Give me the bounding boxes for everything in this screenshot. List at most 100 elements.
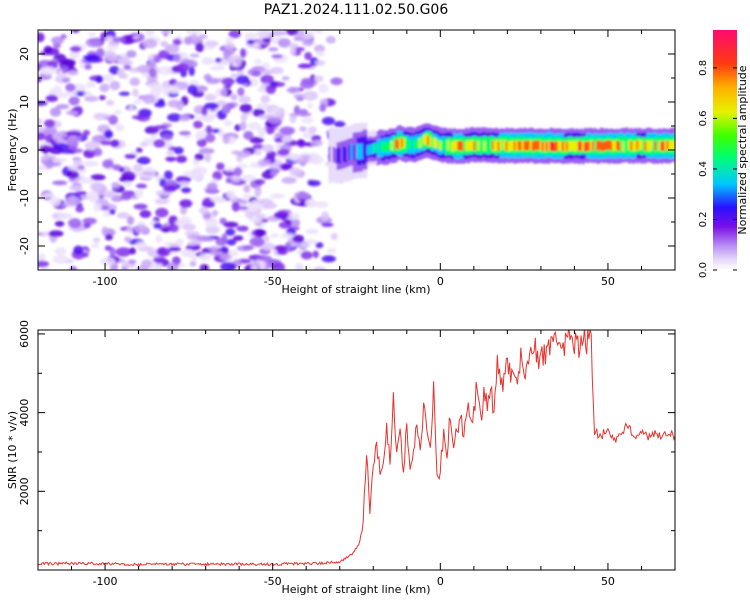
ridge-cell [559, 141, 563, 152]
noise-blob [204, 102, 219, 110]
noise-blob [100, 140, 114, 146]
signal-ridge [328, 122, 675, 184]
ridge-cell [455, 140, 458, 151]
noise-blob [305, 228, 319, 235]
noise-blob [224, 171, 235, 177]
ridge-cell [463, 141, 466, 152]
ridge-cell [497, 141, 501, 152]
noise-blob [279, 126, 296, 136]
noise-blob [188, 66, 195, 76]
noise-blob [204, 93, 217, 101]
noise-blob [104, 129, 113, 139]
ridge-cell [412, 139, 416, 150]
ridge-cell [414, 139, 418, 149]
noise-blob [195, 42, 205, 53]
noise-blob [308, 155, 324, 165]
noise-blob [178, 131, 191, 136]
ridge-cell [515, 141, 519, 151]
noise-blob [69, 184, 83, 192]
noise-blob [38, 32, 45, 43]
ridge-cell [507, 141, 511, 152]
noise-blob [153, 256, 167, 264]
ridge-cell [396, 139, 400, 150]
noise-blob [167, 113, 182, 122]
noise-blob [198, 34, 208, 40]
ridge-cell [332, 146, 336, 163]
noise-blob [247, 201, 261, 211]
ridge-cell [612, 140, 615, 151]
ridge-cell [423, 135, 426, 145]
noise-blob [222, 134, 230, 145]
colorbar-tick-label: 0.0 [698, 262, 709, 278]
noise-blob [110, 139, 120, 148]
noise-blob [131, 115, 146, 120]
ridge-cell [539, 141, 543, 152]
ridge-cell [523, 140, 527, 151]
noise-blob [231, 201, 241, 212]
noise-blob [166, 150, 174, 156]
noise-blob [312, 250, 319, 259]
noise-blob [198, 206, 209, 215]
ridge-cell [499, 140, 503, 150]
ridge-cell [596, 141, 599, 151]
ridge-cell [618, 141, 621, 152]
noise-blob [168, 246, 182, 252]
noise-blob [281, 75, 290, 81]
ridge-cell [666, 140, 670, 151]
noise-blob [193, 120, 203, 129]
noise-blob [229, 249, 238, 257]
noise-blob [124, 172, 136, 180]
noise-blob [73, 245, 84, 255]
noise-blob [220, 262, 237, 270]
ridge-cell [457, 141, 460, 151]
ridge-cell [346, 145, 350, 161]
noise-blob [330, 232, 338, 241]
ridge-cell [340, 146, 344, 163]
noise-blob [95, 75, 104, 84]
noise-blob [116, 212, 130, 219]
noise-blob [277, 148, 290, 156]
ridge-cell [600, 141, 603, 152]
noise-blob [194, 153, 205, 161]
noise-blob [172, 38, 182, 46]
ridge-cell [425, 134, 428, 144]
noise-blob [162, 88, 170, 97]
noise-blob [154, 198, 170, 205]
ridge-cell [453, 140, 456, 151]
noise-blob [82, 160, 99, 167]
ridge-cell [350, 144, 354, 160]
ridge-cell [579, 141, 583, 151]
noise-blob [156, 247, 171, 257]
noise-blob [179, 114, 190, 122]
ridge-cell [505, 141, 509, 151]
noise-blob [293, 105, 301, 115]
ridge-cell [378, 142, 382, 152]
ridge-cell [541, 141, 545, 152]
noise-blob [191, 256, 198, 262]
ridge-cell [608, 140, 611, 150]
noise-blob [201, 105, 208, 116]
snr-frame [37, 329, 676, 571]
noise-blob [215, 237, 228, 246]
noise-blob [83, 149, 96, 159]
snr-ytick-label: 2000 [18, 477, 31, 505]
noise-blob [305, 198, 317, 207]
noise-blob [187, 248, 194, 258]
ridge-cell [437, 139, 440, 149]
colorbar-ticks: 0.0 0.2 0.4 0.6 0.8 [698, 60, 737, 278]
noise-blob [223, 119, 233, 127]
noise-blob [167, 99, 182, 108]
noise-blob [82, 222, 91, 229]
noise-blob [120, 194, 132, 201]
noise-blob [67, 218, 82, 229]
noise-blob [205, 218, 219, 228]
noise-blob [314, 201, 329, 209]
snr-background [38, 330, 675, 570]
noise-blob [299, 126, 307, 132]
noise-blob [299, 241, 310, 249]
noise-blob [143, 138, 154, 143]
noise-blob [293, 46, 305, 52]
noise-blob [104, 190, 117, 198]
ridge-cell [519, 141, 523, 151]
